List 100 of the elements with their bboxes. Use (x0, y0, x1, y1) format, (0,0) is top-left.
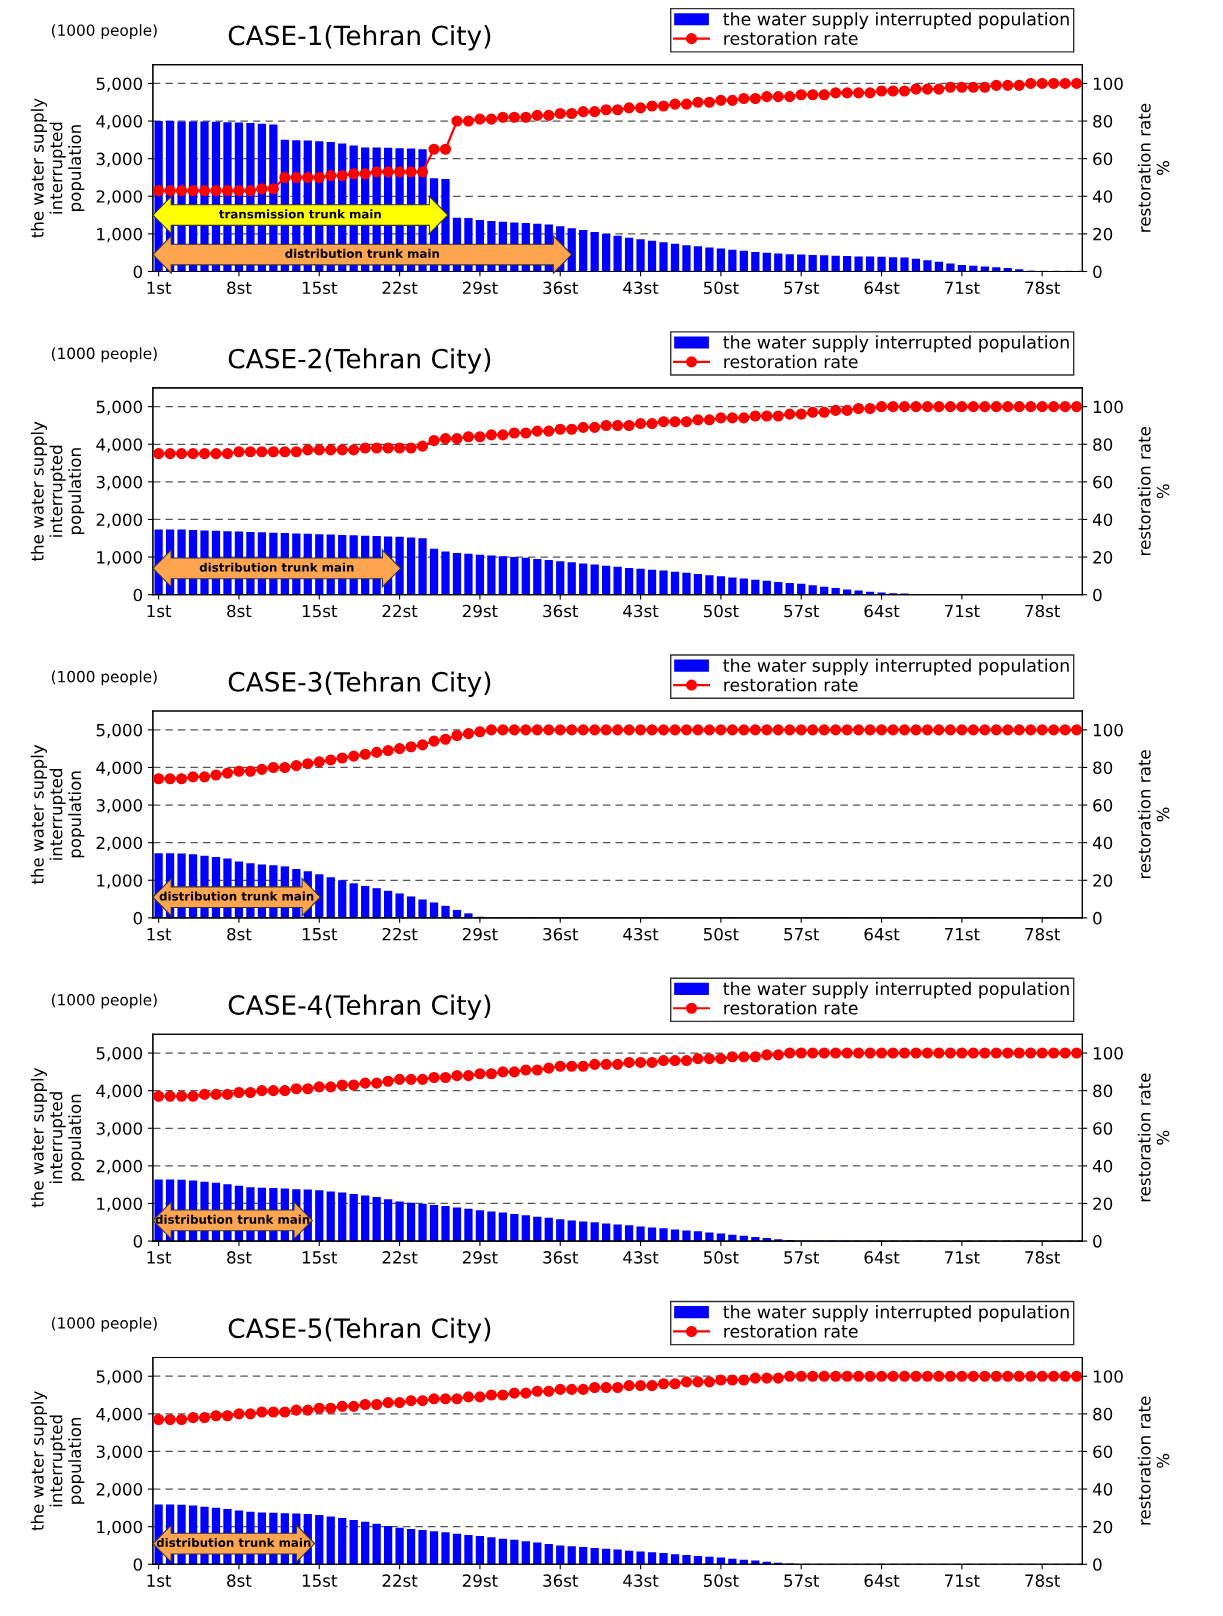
y-tick-label: 5,000 (96, 723, 143, 739)
x-tick-label: 8st (227, 604, 252, 618)
x-tick-label: 8st (227, 281, 252, 295)
legend-label: the water supply interrupted population (723, 658, 1069, 676)
y2-tick-label: 80 (1093, 761, 1113, 775)
x-tick-label: 22st (382, 1251, 418, 1264)
y-tick-label: 1,000 (97, 874, 143, 889)
y2-tick-label: 100 (1093, 400, 1123, 414)
x-tick-label: 50st (703, 1574, 739, 1587)
x-tick-label: 64st (864, 1251, 900, 1264)
x-tick-label: 29st (462, 281, 498, 295)
text: (1000 people) (51, 993, 157, 1009)
y-tick-label: 5,000 (96, 1047, 143, 1062)
legend-label: restoration rate (724, 1001, 858, 1015)
y2-tick-label: 100 (1093, 1370, 1123, 1383)
y2-tick-label: 0 (1093, 1558, 1102, 1571)
y-tick-label: 1,000 (97, 1520, 143, 1535)
x-tick-label: 78st (1025, 1251, 1061, 1264)
y-tick-label: 2,000 (96, 1483, 143, 1498)
legend-label: restoration rate (724, 31, 858, 45)
x-tick-label: 29st (462, 927, 498, 941)
x-tick-label: 50st (703, 281, 739, 295)
x-tick-label: 57st (784, 1574, 820, 1587)
x-tick-label: 29st (462, 1574, 498, 1587)
y-tick-label: 3,000 (96, 1445, 143, 1460)
y-tick-label: 2,000 (96, 190, 143, 205)
y2-axis-title: restoration rate % (1137, 103, 1170, 232)
y-tick-label: 0 (133, 588, 143, 602)
legend-label: restoration rate (724, 354, 858, 369)
y-tick-label: 4,000 (96, 1084, 143, 1099)
y-tick-label: 4,000 (96, 438, 143, 453)
x-tick-label: 15st (302, 1574, 338, 1587)
chart-title: CASE-1(Tehran City) (228, 24, 491, 51)
y2-tick-label: 60 (1093, 1122, 1113, 1135)
x-tick-label: 8st (227, 1251, 252, 1264)
y2-tick-label: 0 (1093, 588, 1102, 602)
x-tick-label: 36st (543, 281, 579, 295)
y-tick-label: 3,000 (96, 1122, 143, 1137)
y-axis-title: the water supply interrupted population (30, 98, 85, 238)
chart-title: CASE-2(Tehran City) (228, 348, 491, 374)
y2-axis-title: restoration rate % (1137, 427, 1170, 555)
x-tick-label: 15st (302, 281, 338, 295)
y-axis-title: the water supply interrupted population (30, 1391, 85, 1531)
x-tick-label: 57st (784, 1251, 820, 1264)
x-tick-label: 71st (945, 928, 980, 941)
x-tick-label: 64st (864, 281, 900, 295)
y-axis-title: the water supply interrupted population (30, 1067, 85, 1208)
y-tick-label: 0 (133, 265, 143, 279)
legend-label: the water supply interrupted population (723, 335, 1069, 353)
y2-tick-label: 60 (1093, 1445, 1113, 1459)
text: (1000 people) (51, 1316, 157, 1332)
x-tick-label: 29st (462, 1251, 498, 1264)
chart-title: CASE-4(Tehran City) (228, 994, 491, 1021)
y2-tick-label: 20 (1093, 551, 1113, 564)
annotation: distribution trunk main (159, 891, 314, 901)
y-tick-label: 0 (133, 911, 143, 925)
annotation: distribution trunk main (199, 562, 354, 572)
y2-tick-label: 100 (1093, 723, 1123, 737)
x-tick-label: 22st (382, 927, 418, 941)
y2-tick-label: 80 (1093, 1084, 1113, 1098)
y-axis-title: the water supply interrupted population (30, 744, 85, 885)
x-tick-label: 78st (1025, 927, 1061, 941)
y-tick-label: 1,000 (97, 551, 143, 566)
y-tick-label: 2,000 (96, 836, 143, 851)
y2-tick-label: 20 (1093, 1520, 1113, 1534)
x-tick-label: 36st (543, 927, 579, 941)
legend-label: restoration rate (724, 1324, 858, 1338)
y2-axis-title: restoration rate % (1137, 1073, 1170, 1202)
text: (1000 people) (51, 24, 157, 39)
x-tick-label: 50st (703, 604, 739, 618)
legend-label: the water supply interrupted population (723, 981, 1069, 999)
x-tick-label: 57st (784, 604, 820, 618)
x-tick-label: 1st (147, 1574, 172, 1587)
legend-label: restoration rate (724, 677, 858, 692)
x-tick-label: 15st (302, 604, 338, 618)
x-tick-label: 1st (147, 281, 172, 295)
y-tick-label: 0 (133, 1235, 143, 1248)
x-tick-label: 57st (784, 281, 820, 295)
x-tick-label: 43st (623, 1251, 659, 1264)
x-tick-label: 71st (945, 604, 980, 618)
y2-axis-title: restoration rate % (1137, 1396, 1170, 1525)
y2-tick-label: 40 (1092, 513, 1113, 527)
x-tick-label: 64st (864, 927, 900, 941)
y-tick-label: 2,000 (96, 1159, 143, 1175)
x-tick-label: 8st (227, 927, 252, 941)
x-tick-label: 50st (703, 927, 739, 941)
y2-tick-label: 40 (1092, 836, 1113, 850)
x-tick-label: 8st (227, 1574, 252, 1587)
x-tick-label: 36st (543, 604, 579, 618)
annotation: distribution trunk main (285, 248, 439, 258)
x-tick-label: 22st (382, 281, 418, 295)
y2-tick-label: 0 (1093, 1235, 1102, 1248)
y2-tick-label: 0 (1093, 265, 1102, 279)
x-tick-label: 78st (1025, 1574, 1061, 1587)
y2-tick-label: 80 (1093, 438, 1113, 451)
legend-label: the water supply interrupted population (723, 1304, 1069, 1322)
y-tick-label: 0 (133, 1558, 143, 1571)
annotation: distribution trunk main (156, 1537, 311, 1548)
x-tick-label: 22st (382, 604, 418, 618)
x-tick-label: 22st (382, 1574, 418, 1587)
